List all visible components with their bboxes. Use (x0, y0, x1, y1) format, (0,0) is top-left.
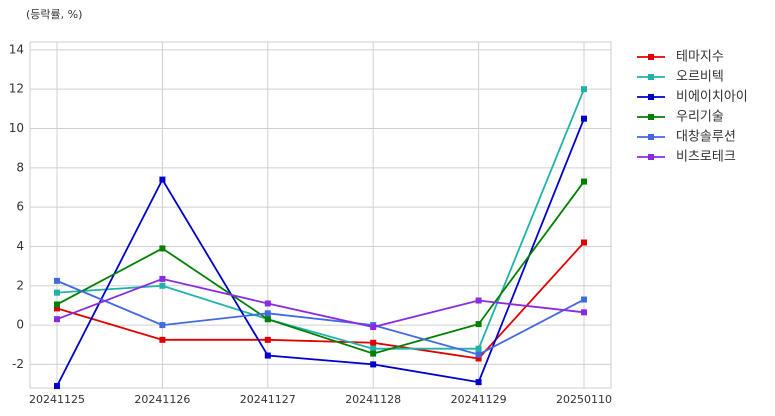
legend-label: 비츠로테크 (676, 150, 736, 165)
point (370, 345, 377, 352)
point (581, 178, 587, 185)
legend-label: 오르비텍 (676, 70, 724, 85)
point (581, 86, 587, 93)
point (54, 383, 60, 390)
plot-area (29, 41, 612, 389)
point (159, 336, 166, 343)
y-tick-label: 6 (16, 200, 24, 214)
x-tick-label: 20241125 (29, 393, 85, 406)
x-tick-label: 20241128 (345, 393, 401, 406)
series-line (56, 88, 585, 350)
chart-title: (등락률, %) (26, 8, 82, 21)
y-tick-label: 4 (16, 239, 24, 253)
y-tick-label: 14 (9, 42, 24, 56)
point (54, 289, 60, 296)
series-line (56, 181, 585, 355)
point (370, 324, 377, 331)
point (370, 361, 377, 368)
x-tick-label: 20241126 (134, 393, 190, 406)
x-tick-label: 20250110 (556, 393, 612, 406)
point (475, 345, 482, 352)
legend-label: 비에이치아이 (676, 90, 748, 105)
point (264, 336, 271, 343)
point (581, 115, 587, 122)
x-tick-label: 20241129 (451, 393, 507, 406)
point (54, 301, 60, 308)
point (159, 275, 166, 282)
legend-marker (648, 154, 654, 160)
point (475, 321, 482, 328)
y-tick-label: 12 (9, 82, 24, 96)
legend-marker (648, 74, 654, 80)
point (475, 379, 482, 386)
point (475, 355, 482, 362)
legend-label: 대창솔루션 (676, 130, 736, 145)
point (54, 277, 60, 284)
legend-marker (648, 134, 654, 140)
legend-label: 우리기술 (676, 110, 724, 125)
point (370, 350, 377, 357)
y-tick-label: -2 (12, 357, 24, 371)
point (475, 297, 482, 304)
point (581, 239, 587, 246)
legend-marker (648, 54, 654, 60)
point (159, 282, 166, 289)
y-tick-label: 2 (16, 278, 24, 292)
x-tick-label: 20241127 (240, 393, 296, 406)
legend-label: 테마지수 (676, 50, 724, 65)
point (264, 300, 271, 307)
series-line (56, 277, 585, 328)
point (54, 305, 60, 312)
y-tick-label: 0 (16, 318, 24, 332)
point (475, 351, 482, 358)
point (54, 316, 60, 323)
point (159, 322, 166, 329)
point (264, 310, 271, 317)
y-tick-label: 10 (9, 121, 24, 135)
series-line (56, 118, 585, 387)
point (264, 316, 271, 323)
point (159, 245, 166, 252)
y-tick-label: 8 (16, 160, 24, 174)
point (159, 176, 166, 183)
series-line (56, 280, 585, 356)
point (370, 339, 377, 346)
point (264, 352, 271, 359)
legend-marker (648, 114, 654, 120)
point (581, 296, 587, 303)
point (581, 309, 587, 316)
legend-marker (648, 94, 654, 100)
